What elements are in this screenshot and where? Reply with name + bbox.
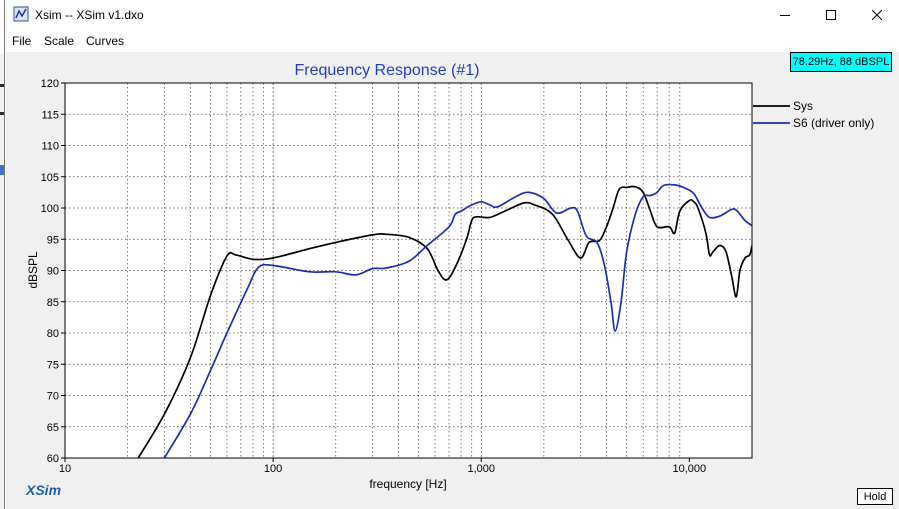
app-icon bbox=[13, 6, 29, 22]
x-tick-label: 10 bbox=[59, 463, 71, 475]
title-bar[interactable]: Xsim -- XSim v1.dxo bbox=[5, 0, 899, 30]
x-tick-label: 1,000 bbox=[467, 463, 495, 475]
y-tick-label: 70 bbox=[47, 391, 59, 403]
x-ticks: 10 100 1,000 10,000 bbox=[59, 458, 706, 475]
y-tick-label: 90 bbox=[47, 266, 59, 278]
brand-logo: XSim bbox=[26, 482, 62, 498]
x-tick-label: 10,000 bbox=[673, 463, 707, 475]
y-tick-label: 85 bbox=[47, 297, 59, 309]
y-tick-label: 65 bbox=[47, 422, 59, 434]
window-title: Xsim -- XSim v1.dxo bbox=[35, 8, 144, 22]
minimize-button[interactable] bbox=[762, 0, 808, 30]
y-tick-label: 120 bbox=[41, 78, 59, 90]
menu-file[interactable]: File bbox=[12, 34, 32, 48]
x-tick-label: 100 bbox=[264, 463, 282, 475]
grid bbox=[65, 83, 752, 458]
y-tick-label: 100 bbox=[41, 203, 59, 215]
menu-curves[interactable]: Curves bbox=[86, 34, 125, 48]
y-tick-label: 60 bbox=[47, 453, 59, 465]
series-driver-line bbox=[163, 183, 752, 458]
legend-label: S6 (driver only) bbox=[793, 116, 874, 130]
legend-label: Sys bbox=[793, 99, 813, 113]
y-tick-label: 95 bbox=[47, 234, 59, 246]
maximize-button[interactable] bbox=[808, 0, 854, 30]
minimize-icon bbox=[780, 15, 790, 16]
chart-title: Frequency Response (#1) bbox=[295, 62, 480, 79]
background-window-fragment bbox=[0, 84, 5, 87]
y-tick-label: 80 bbox=[47, 328, 59, 340]
series-layer bbox=[137, 183, 752, 458]
y-tick-label: 75 bbox=[47, 359, 59, 371]
legend: Sys S6 (driver only) bbox=[753, 99, 874, 130]
hold-button[interactable]: Hold bbox=[857, 488, 893, 505]
background-window-strip bbox=[0, 54, 6, 509]
menu-scale[interactable]: Scale bbox=[44, 34, 75, 48]
y-tick-label: 115 bbox=[41, 109, 59, 121]
y-tick-label: 110 bbox=[41, 141, 59, 153]
background-window-fragment bbox=[0, 112, 5, 115]
series-sys-line bbox=[137, 185, 752, 458]
y-axis-label: dBSPL bbox=[26, 251, 40, 289]
close-icon bbox=[872, 10, 882, 20]
maximize-icon bbox=[826, 10, 836, 20]
x-axis-label: frequency [Hz] bbox=[369, 477, 446, 491]
y-tick-label: 105 bbox=[41, 172, 59, 184]
y-ticks: 60 65 70 75 80 85 90 95 100 105 110 115 120 bbox=[41, 78, 65, 465]
background-window-fragment bbox=[0, 165, 5, 175]
cursor-readout: 78.29Hz, 88 dBSPL bbox=[790, 52, 892, 72]
plot-background bbox=[65, 83, 752, 458]
close-button[interactable] bbox=[854, 0, 899, 30]
menu-bar: File Scale Curves bbox=[5, 30, 899, 52]
